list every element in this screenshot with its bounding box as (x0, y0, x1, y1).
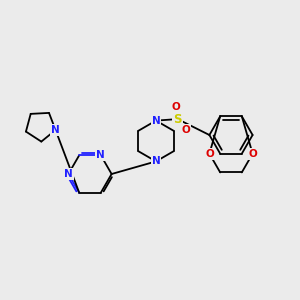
Text: N: N (152, 116, 160, 126)
Text: N: N (96, 150, 105, 160)
Text: O: O (248, 149, 257, 159)
Text: N: N (51, 125, 60, 135)
Text: O: O (182, 124, 190, 135)
Text: O: O (172, 101, 181, 112)
Text: O: O (205, 149, 214, 159)
Text: S: S (173, 112, 182, 126)
Text: N: N (64, 169, 73, 179)
Text: N: N (152, 156, 160, 167)
